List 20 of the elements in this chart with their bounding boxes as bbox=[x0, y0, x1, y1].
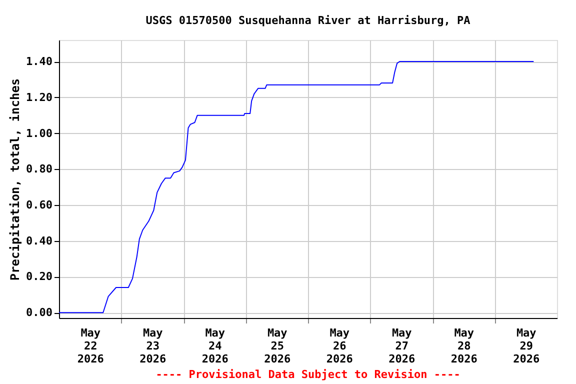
x-tick-label: May 28 2026 bbox=[450, 326, 478, 366]
y-tick-label: 0.00 bbox=[26, 306, 52, 320]
x-tick-label: May 29 2026 bbox=[513, 326, 540, 366]
x-tick-label: May 24 2026 bbox=[202, 326, 229, 366]
y-tick-label: 1.20 bbox=[26, 90, 52, 104]
y-tick-label: 0.80 bbox=[26, 162, 52, 176]
x-tick-label: May 26 2026 bbox=[326, 326, 354, 366]
chart-title: USGS 01570500 Susquehanna River at Harrisburg, PA bbox=[146, 14, 471, 27]
x-tick-label: May 27 2026 bbox=[388, 326, 416, 366]
x-tick-label: May 23 2026 bbox=[140, 326, 166, 366]
y-tick-label: 1.00 bbox=[26, 126, 52, 140]
y-axis-title: Precipitation, total, inches bbox=[8, 78, 22, 281]
y-tick-label: 0.60 bbox=[26, 198, 52, 212]
x-tick-label: May 22 2026 bbox=[77, 326, 104, 366]
line-series bbox=[59, 61, 534, 314]
text: ---- Provisional Data Subject to Revision ---- bbox=[156, 368, 460, 381]
x-tick-label: May 25 2026 bbox=[264, 326, 291, 366]
y-tick-label: 1.40 bbox=[26, 55, 52, 68]
y-tick-label: 0.20 bbox=[26, 270, 52, 284]
y-tick-label: 0.40 bbox=[26, 234, 52, 248]
